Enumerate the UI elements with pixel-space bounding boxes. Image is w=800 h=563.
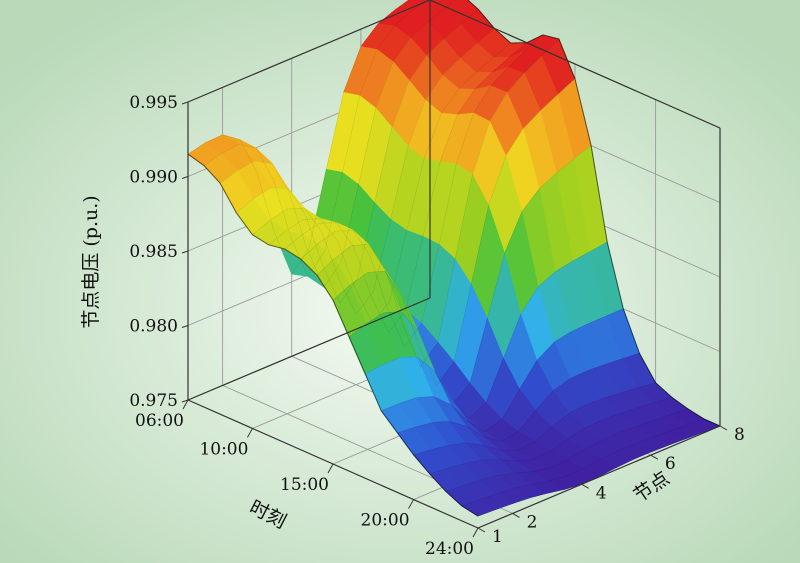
surface-mesh-line: [268, 42, 511, 324]
surface-mesh-line: [429, 396, 672, 475]
surface-mesh-line: [316, 38, 560, 368]
surface-mesh-line: [187, 0, 410, 275]
surface-mesh-line: [348, 145, 592, 404]
y-axis-label: 节点电压 (p.u.): [80, 195, 102, 328]
surface-ridge-line-node1: [187, 153, 479, 517]
z-tick-label: 0.975: [129, 391, 178, 411]
node-tick-label: 1: [492, 527, 503, 547]
surface-mesh-line: [365, 241, 608, 419]
surface-mesh-line: [203, 0, 427, 277]
z-tick-mark: [181, 399, 189, 403]
z-tick-mark: [181, 176, 189, 179]
z-tick-label: 0.990: [129, 168, 178, 188]
axis-frame-edge: [477, 425, 721, 529]
time-tick-mark: [247, 428, 253, 438]
surface-ridge-line-node8: [467, 0, 721, 427]
node-tick-label: 4: [596, 483, 607, 503]
node-tick-mark: [477, 527, 486, 533]
surface-mesh-line: [445, 408, 688, 492]
box-layer: [187, 0, 721, 529]
z-tick-label: 0.985: [129, 242, 178, 262]
time-tick-label: 15:00: [280, 475, 329, 495]
time-tick-mark: [408, 499, 414, 509]
time-tick-label: 10:00: [199, 439, 248, 459]
time-tick-mark: [327, 463, 334, 474]
z-tick-mark: [181, 101, 189, 105]
node-tick-mark: [581, 483, 589, 489]
axis-frame-edge: [187, 0, 431, 103]
time-tick-label: 24:00: [425, 539, 474, 559]
node-tick-label: 8: [734, 425, 745, 445]
surface-mesh-line: [236, 9, 479, 304]
surface-mesh-line: [220, 0, 457, 288]
node-tick-mark: [650, 454, 659, 460]
time-tick-label: 06:00: [135, 411, 184, 431]
surface-mesh-line: [461, 418, 705, 507]
z-tick-mark: [181, 250, 189, 254]
surface-mesh-line: [413, 382, 656, 456]
time-tick-mark: [182, 399, 189, 410]
time-tick-mark: [472, 527, 479, 538]
surface-mesh-line: [397, 352, 640, 443]
z-tick-label: 0.995: [129, 93, 178, 113]
surface-mesh-line: [252, 28, 495, 315]
surface-mesh-line: [381, 308, 624, 432]
node-tick-label: 2: [527, 512, 538, 532]
node-tick-mark: [512, 512, 520, 518]
axis-frame-edge: [187, 297, 431, 401]
node-tick-label: 6: [665, 454, 676, 474]
node-tick-mark: [719, 425, 728, 431]
z-tick-label: 0.980: [129, 317, 178, 337]
surface-mesh-line: [332, 78, 576, 386]
tick-layer: 0.975 0.980 0.985 0.990 0.995 06:00 10:00 15:00…: [129, 93, 745, 559]
z-tick-mark: [181, 325, 189, 328]
surface-mesh-line: [300, 34, 544, 348]
surface-mesh-line: [284, 42, 527, 333]
axis-frame-edge: [429, 0, 721, 129]
time-tick-label: 20:00: [361, 511, 410, 531]
surface-layer: [187, 0, 721, 517]
